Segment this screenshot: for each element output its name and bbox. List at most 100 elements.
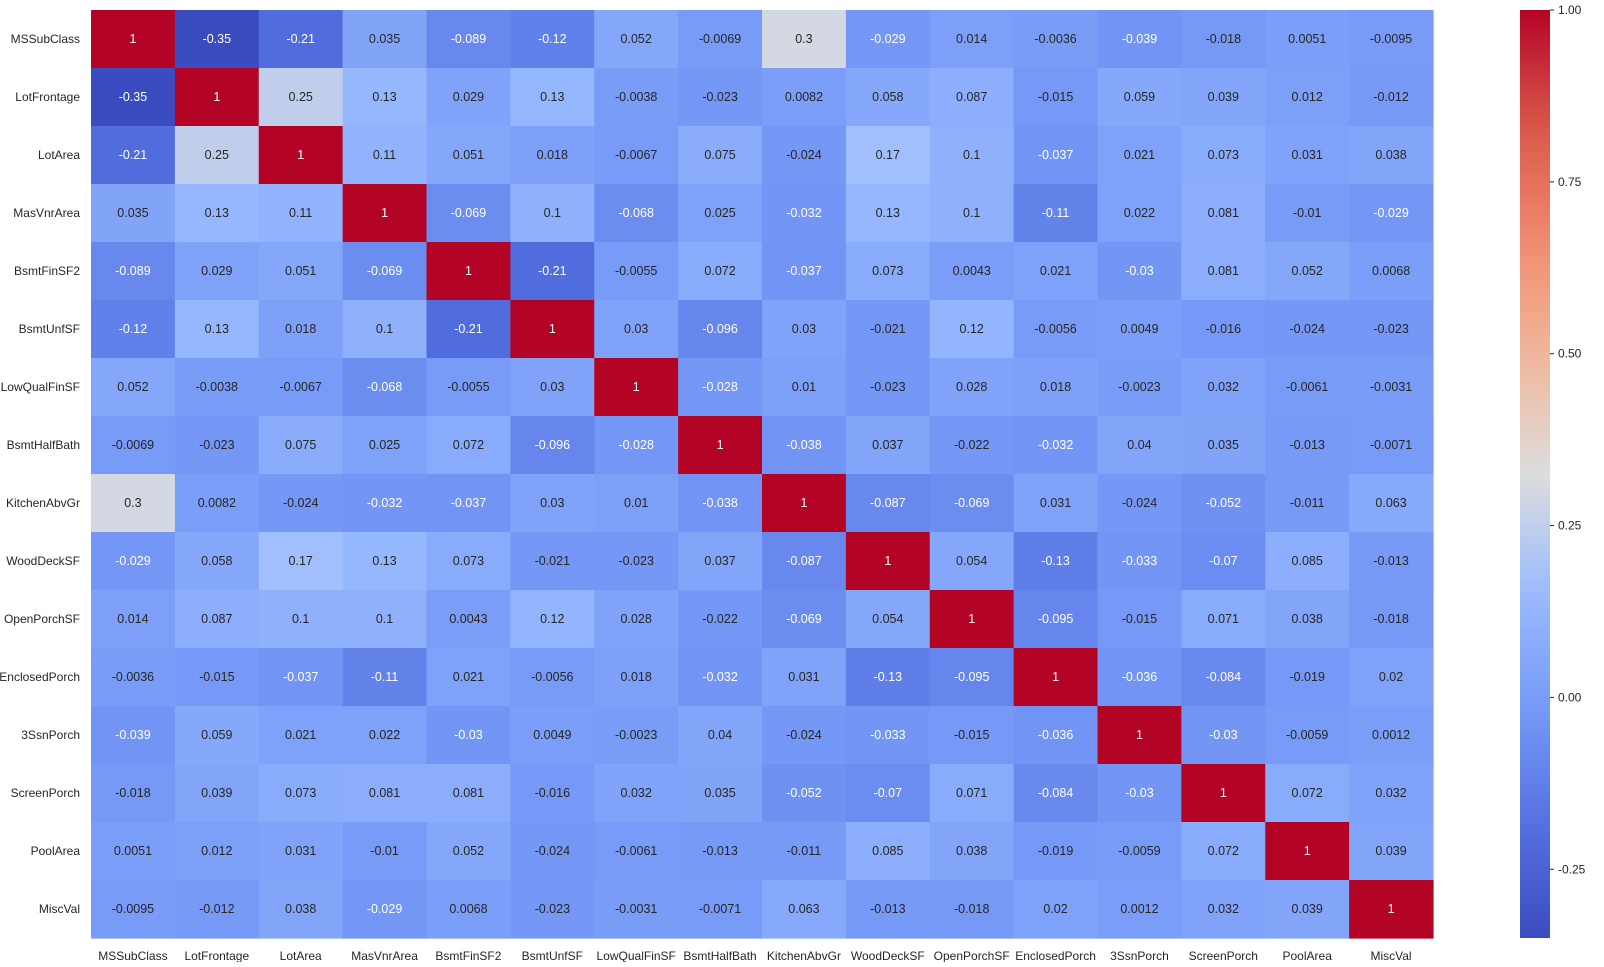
- x-tick-label-enclosedporch: EnclosedPorch: [1015, 949, 1096, 962]
- cell-value-label: -0.029: [1373, 206, 1408, 220]
- cell-value-label: -0.016: [1206, 322, 1241, 336]
- x-tick-label-masvnrarea: MasVnrArea: [351, 949, 418, 962]
- colorbar: -0.25 0.00 0.25 0.50 0.75 1.00: [1520, 3, 1586, 938]
- heatmap-cell-masvnrarea-bsmtfinsf2: [426, 184, 511, 243]
- cell-value-label: 0.054: [956, 554, 987, 568]
- x-tick-label-bsmthalfbath: BsmtHalfBath: [683, 949, 756, 962]
- heatmap-cell-wooddecksf-openporchsf: [929, 532, 1015, 591]
- heatmap-cell-openporchsf-bsmthalfbath: [678, 590, 763, 649]
- heatmap-cell-miscval-masvnrarea: [342, 880, 428, 939]
- heatmap-cell-lotfrontage-bsmtunfsf: [510, 68, 595, 127]
- heatmap-cell-poolarea-poolarea: [1265, 822, 1350, 881]
- cell-value-label: -0.029: [115, 554, 150, 568]
- heatmap-cell-enclosedporch-lowqualfinsf: [594, 648, 679, 707]
- heatmap-cell-screenporch-lotfrontage: [174, 764, 260, 823]
- cell-value-label: 0.028: [956, 380, 987, 394]
- heatmap-cell-lotarea-kitchenabvgr: [762, 126, 847, 185]
- cell-value-label: -0.015: [199, 670, 234, 684]
- cell-value-label: 0.038: [285, 902, 316, 916]
- y-tick-label-3ssnporch: 3SsnPorch: [21, 728, 80, 742]
- cell-value-label: 0.021: [1040, 264, 1071, 278]
- cell-value-label: -0.018: [1206, 32, 1241, 46]
- cell-value-label: 0.081: [1208, 206, 1239, 220]
- y-tick-label-kitchenabvgr: KitchenAbvGr: [6, 496, 80, 510]
- heatmap-cell-miscval-bsmtfinsf2: [426, 880, 511, 939]
- heatmap-cell-enclosedporch-masvnrarea: [342, 648, 428, 707]
- cell-value-label: -0.096: [535, 438, 570, 452]
- cell-value-label: -0.0071: [1370, 438, 1412, 452]
- cell-value-label: -0.024: [535, 844, 570, 858]
- heatmap-cell-lotarea-miscval: [1349, 126, 1434, 185]
- cell-value-label: 0.012: [1292, 90, 1323, 104]
- y-tick-label-lotarea: LotArea: [38, 148, 80, 162]
- y-tick-label-bsmtunfsf: BsmtUnfSF: [19, 322, 80, 336]
- colorbar-tick-label: 1.00: [1558, 3, 1582, 17]
- heatmap-cell-lotfrontage-3ssnporch: [1097, 68, 1182, 127]
- heatmap-cell-poolarea-masvnrarea: [342, 822, 428, 881]
- heatmap-cell-lotfrontage-bsmthalfbath: [678, 68, 763, 127]
- heatmap-cell-masvnrarea-openporchsf: [929, 184, 1015, 243]
- cell-value-label: 0.029: [453, 90, 484, 104]
- cell-value-label: -0.095: [1038, 612, 1073, 626]
- heatmap-cell-lotfrontage-kitchenabvgr: [762, 68, 847, 127]
- cell-value-label: 0.018: [537, 148, 568, 162]
- heatmap-cell-bsmthalfbath-bsmthalfbath: [678, 416, 763, 475]
- cell-value-label: 0.038: [1375, 148, 1406, 162]
- heatmap-cell-bsmtfinsf2-3ssnporch: [1097, 242, 1182, 301]
- cell-value-label: 0.13: [205, 206, 229, 220]
- cell-value-label: 0.021: [285, 728, 316, 742]
- cell-value-label: -0.016: [535, 786, 570, 800]
- y-tick-label-openporchsf: OpenPorchSF: [4, 612, 80, 626]
- colorbar-tick-label: 0.75: [1558, 175, 1582, 189]
- cell-value-label: -0.029: [870, 32, 905, 46]
- heatmap-cell-bsmthalfbath-lotfrontage: [174, 416, 260, 475]
- heatmap-cell-screenporch-lotarea: [258, 764, 344, 823]
- cell-value-label: -0.018: [115, 786, 150, 800]
- heatmap-cell-poolarea-screenporch: [1181, 822, 1266, 881]
- heatmap-cell-bsmtfinsf2-lowqualfinsf: [594, 242, 679, 301]
- colorbar-tick-label: -0.25: [1558, 862, 1586, 876]
- heatmap-cell-bsmtfinsf2-miscval: [1349, 242, 1434, 301]
- heatmap-cell-openporchsf-lowqualfinsf: [594, 590, 679, 649]
- heatmap-cell-3ssnporch-bsmthalfbath: [678, 706, 763, 765]
- heatmap-cell-lotfrontage-mssubclass: [91, 68, 176, 127]
- heatmap-cell-lotfrontage-poolarea: [1265, 68, 1350, 127]
- heatmap-cell-mssubclass-miscval: [1349, 10, 1434, 69]
- cell-value-label: 0.3: [795, 32, 812, 46]
- cell-value-label: -0.032: [786, 206, 821, 220]
- cell-value-label: 0.085: [872, 844, 903, 858]
- x-tick-label-lotfrontage: LotFrontage: [184, 949, 249, 962]
- cell-value-label: -0.0056: [531, 670, 573, 684]
- cell-value-label: 0.021: [453, 670, 484, 684]
- heatmap-cell-openporchsf-enclosedporch: [1013, 590, 1099, 649]
- heatmap-cell-lowqualfinsf-bsmtfinsf2: [426, 358, 511, 417]
- heatmap-cell-lotarea-bsmtfinsf2: [426, 126, 511, 185]
- cell-value-label: 0.022: [369, 728, 400, 742]
- heatmap-cell-enclosedporch-screenporch: [1181, 648, 1266, 707]
- cell-value-label: -0.013: [1289, 438, 1324, 452]
- cell-value-label: -0.068: [618, 206, 653, 220]
- colorbar-gradient: [1520, 10, 1550, 938]
- cell-value-label: 0.1: [544, 206, 561, 220]
- heatmap-cell-bsmtfinsf2-wooddecksf: [845, 242, 931, 301]
- heatmap-cell-kitchenabvgr-masvnrarea: [342, 474, 428, 533]
- cell-value-label: -0.018: [1373, 612, 1408, 626]
- heatmap-cell-masvnrarea-screenporch: [1181, 184, 1266, 243]
- cell-value-label: -0.21: [286, 32, 315, 46]
- cell-value-label: 0.075: [285, 438, 316, 452]
- cell-value-label: 1: [1388, 902, 1395, 916]
- heatmap-cell-bsmtunfsf-bsmtfinsf2: [426, 300, 511, 359]
- heatmap-cell-enclosedporch-kitchenabvgr: [762, 648, 847, 707]
- heatmap-cell-kitchenabvgr-lowqualfinsf: [594, 474, 679, 533]
- cell-value-label: 0.022: [1124, 206, 1155, 220]
- cell-value-label: -0.0071: [699, 902, 741, 916]
- heatmap-cell-miscval-lotarea: [258, 880, 344, 939]
- heatmap-cell-poolarea-lowqualfinsf: [594, 822, 679, 881]
- heatmap-cell-wooddecksf-bsmtunfsf: [510, 532, 595, 591]
- heatmap-cell-bsmtfinsf2-mssubclass: [91, 242, 176, 301]
- cell-value-label: 0.087: [201, 612, 232, 626]
- heatmap-cell-kitchenabvgr-kitchenabvgr: [762, 474, 847, 533]
- heatmap-cell-kitchenabvgr-bsmtunfsf: [510, 474, 595, 533]
- cell-value-label: -0.095: [954, 670, 989, 684]
- cell-value-label: 1: [717, 438, 724, 452]
